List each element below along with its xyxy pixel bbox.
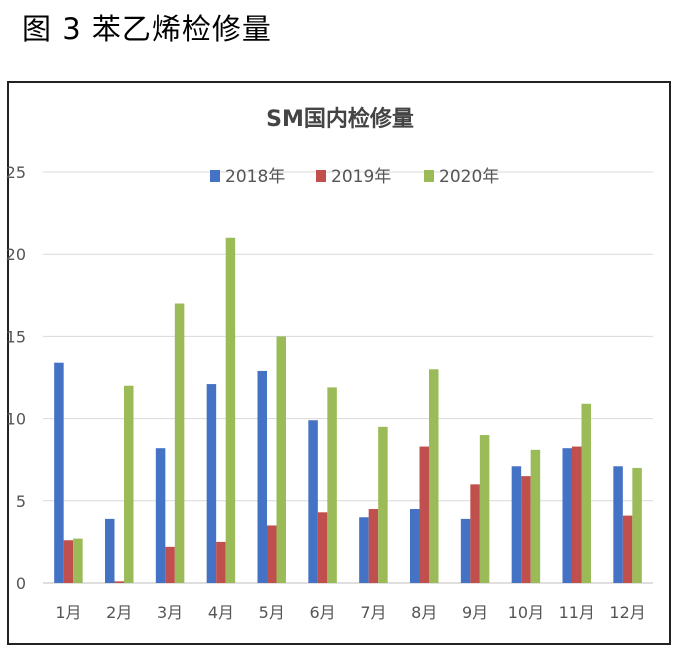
bar-2020年-4月 xyxy=(225,237,236,583)
gridlines xyxy=(43,171,653,584)
x-tick-label: 6月 xyxy=(309,603,335,622)
bars xyxy=(54,237,642,583)
bar-2020年-5月 xyxy=(276,336,286,583)
legend-label: 2019年 xyxy=(331,167,391,187)
bar-2018年-12月 xyxy=(613,466,623,583)
bar-2019年-5月 xyxy=(267,525,277,583)
y-tick-label: 5 xyxy=(16,492,26,511)
bar-2018年-5月 xyxy=(257,370,267,583)
bar-2019年-8月 xyxy=(419,446,429,583)
bar-2019年-11月 xyxy=(572,446,582,583)
bar-2018年-9月 xyxy=(460,518,471,583)
bar-2019年-7月 xyxy=(368,509,379,583)
bar-2018年-7月 xyxy=(359,517,369,583)
figure-caption: 图 3 苯乙烯检修量 xyxy=(22,12,272,46)
bar-2020年-11月 xyxy=(581,403,591,583)
bar-2020年-1月 xyxy=(73,538,83,583)
bar-2019年-1月 xyxy=(63,540,74,583)
x-tick-label: 9月 xyxy=(462,603,488,622)
legend: 2018年 2019年 2020年 xyxy=(210,167,499,187)
x-tick-label: 12月 xyxy=(609,603,645,622)
bar-2019年-9月 xyxy=(470,484,480,583)
x-tick-label: 3月 xyxy=(157,603,183,622)
y-tick-label: 0 xyxy=(16,574,26,593)
x-tick-label: 7月 xyxy=(360,603,386,622)
bar-2020年-3月 xyxy=(174,303,185,583)
legend-label: 2020年 xyxy=(439,167,499,187)
bar-2018年-10月 xyxy=(511,466,522,583)
bar-2020年-7月 xyxy=(378,426,388,583)
bar-2018年-2月 xyxy=(105,518,115,583)
bar-2018年-4月 xyxy=(206,384,217,583)
x-tick-label: 1月 xyxy=(55,603,81,622)
bar-2020年-2月 xyxy=(124,385,134,583)
bar-2018年-6月 xyxy=(308,420,318,583)
x-tick-label: 8月 xyxy=(411,603,437,622)
chart-frame xyxy=(7,81,671,645)
bar-2018年-8月 xyxy=(410,509,420,583)
x-axis-ticks: 1月 2月 3月 4月 5月 6月 7月 8月 9月 10月 11月 12月 xyxy=(55,603,645,622)
bar-2020年-9月 xyxy=(479,435,490,583)
bar-2020年-6月 xyxy=(327,387,337,583)
bar-2020年-10月 xyxy=(530,449,541,583)
bar-2020年-12月 xyxy=(632,467,642,583)
legend-swatch xyxy=(210,170,220,182)
y-tick-label: 10 xyxy=(6,410,26,429)
y-axis-ticks: 0 5 10 15 20 25 xyxy=(6,163,26,593)
y-tick-label: 20 xyxy=(6,245,26,264)
x-tick-label: 4月 xyxy=(208,603,234,622)
y-tick-label: 25 xyxy=(6,163,26,182)
legend-swatch xyxy=(316,170,326,182)
bar-2019年-12月 xyxy=(622,515,633,583)
chart-title: SM国内检修量 xyxy=(266,106,414,132)
bar-2019年-10月 xyxy=(521,476,531,583)
bar-2019年-6月 xyxy=(317,512,328,583)
legend-swatch xyxy=(424,170,434,182)
y-tick-label: 15 xyxy=(6,327,26,346)
bar-2018年-1月 xyxy=(54,362,64,583)
bar-2018年-3月 xyxy=(155,448,166,583)
x-tick-label: 2月 xyxy=(106,603,132,622)
bar-2020年-8月 xyxy=(429,369,439,583)
legend-label: 2018年 xyxy=(225,167,285,187)
bar-2019年-3月 xyxy=(165,546,175,583)
bar-2019年-2月 xyxy=(114,581,124,583)
bar-2019年-4月 xyxy=(216,541,226,583)
x-tick-label: 5月 xyxy=(259,603,285,622)
x-tick-label: 11月 xyxy=(559,603,595,622)
bar-2018年-11月 xyxy=(562,448,572,583)
x-tick-label: 10月 xyxy=(508,603,544,622)
